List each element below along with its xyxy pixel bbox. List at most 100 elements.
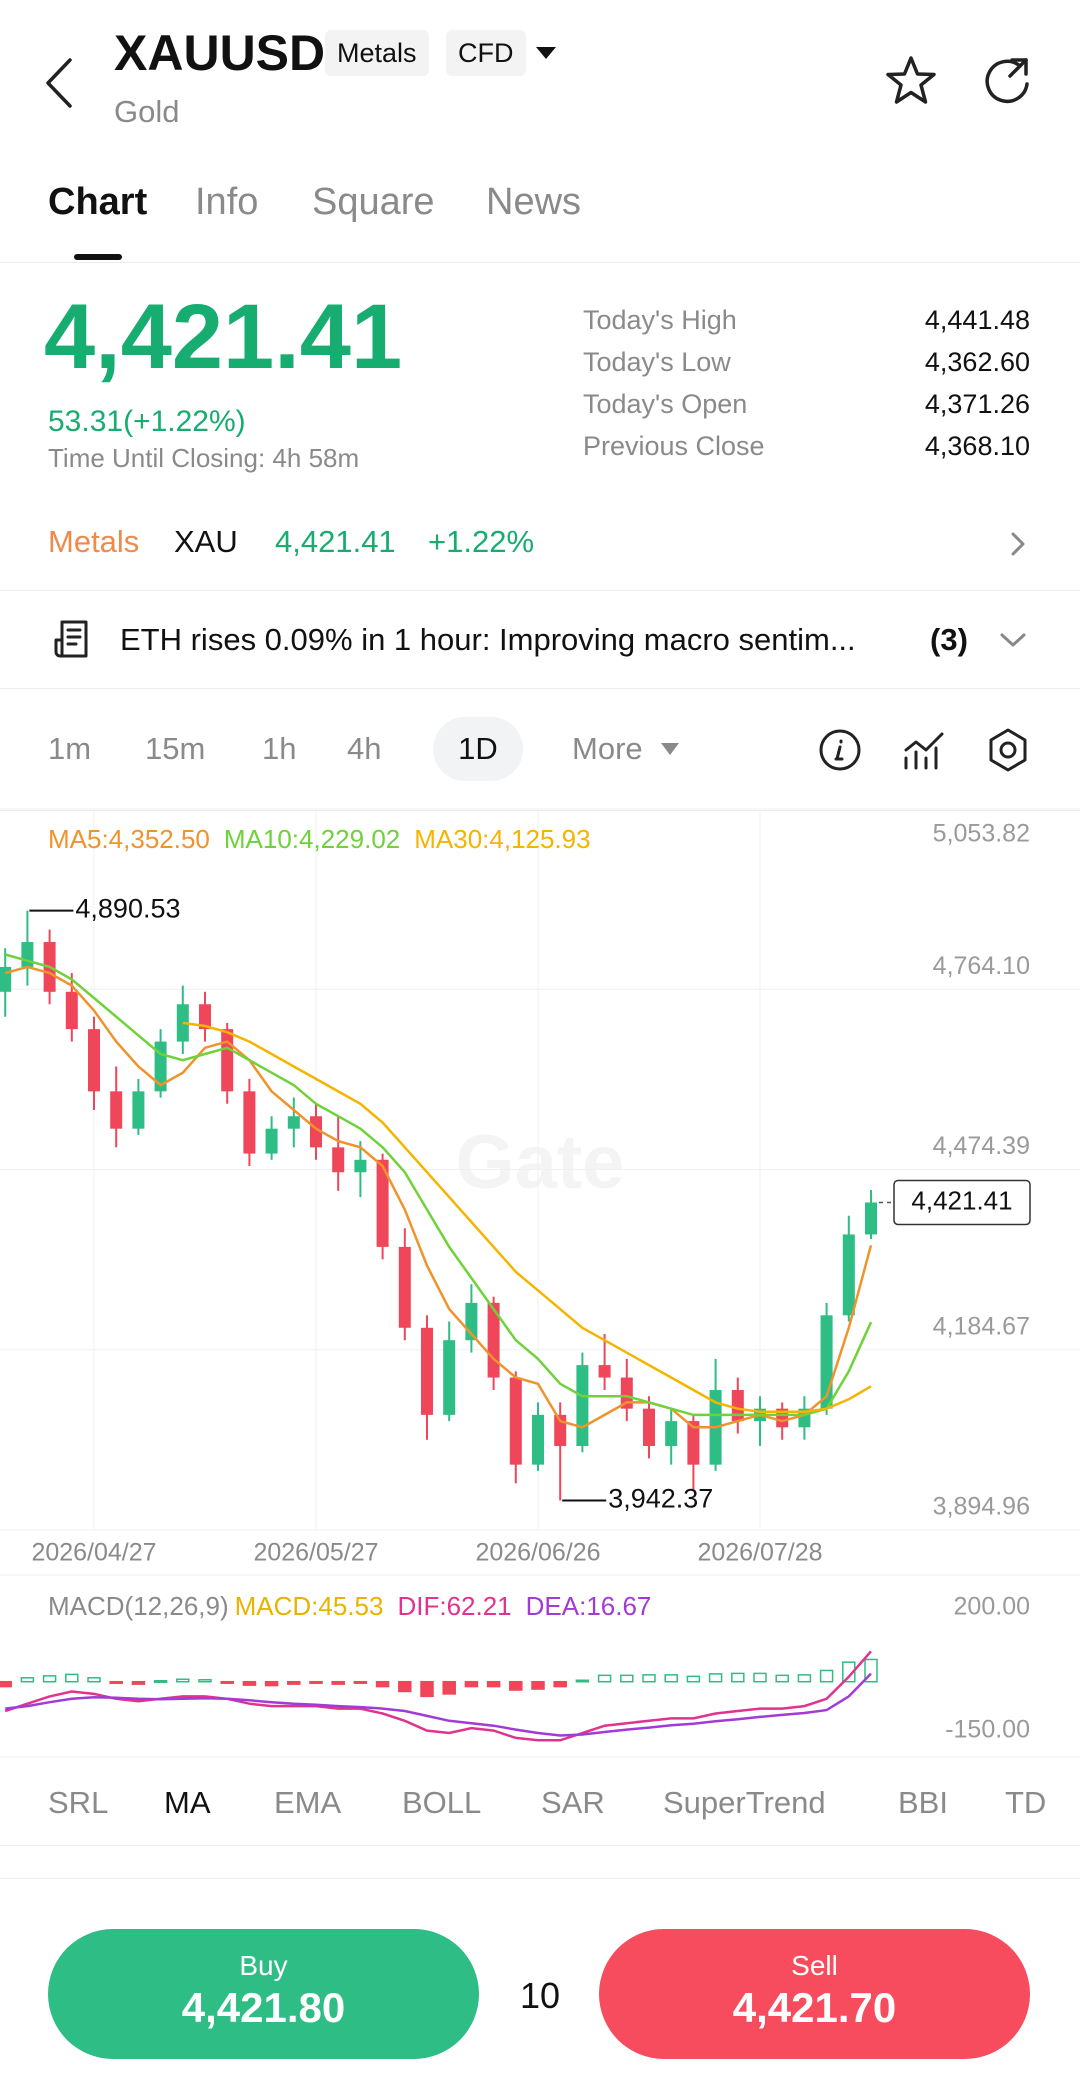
indicator-tab[interactable]: MA — [164, 1785, 211, 1820]
buy-price: 4,421.80 — [181, 1984, 346, 2031]
timeframe[interactable]: 1h — [262, 731, 297, 766]
y-tick-label: 5,053.82 — [933, 820, 1030, 848]
macd-bar — [464, 1680, 479, 1688]
indicator-tab[interactable]: TD — [1005, 1785, 1047, 1820]
favorite-button[interactable] — [884, 54, 938, 108]
sell-price: 4,421.70 — [732, 1984, 897, 2031]
stat-value: 4,362.60 — [924, 347, 1030, 377]
related-category[interactable]: Metals — [48, 524, 140, 559]
asset-name: Gold — [114, 94, 180, 129]
indicator-tab[interactable]: SAR — [541, 1785, 605, 1820]
settings-button[interactable] — [986, 726, 1030, 774]
candle-body — [665, 1421, 678, 1446]
candle-body — [110, 1091, 123, 1129]
candle-body — [443, 1340, 456, 1415]
macd-bar — [153, 1679, 168, 1683]
divider — [0, 688, 1080, 689]
macd-line — [5, 1672, 872, 1737]
candle-body — [332, 1147, 345, 1173]
candle-body — [287, 1116, 300, 1129]
macd-bar — [708, 1673, 723, 1683]
y-tick-label: 3,894.96 — [933, 1493, 1030, 1521]
macd-bar — [109, 1680, 123, 1684]
stat-value: 4,441.48 — [924, 305, 1030, 335]
legend-entry: MA10:4,229.02 — [224, 824, 400, 854]
macd-bar — [87, 1677, 101, 1683]
candle-body — [65, 991, 78, 1030]
legend-entry: DIF:62.21 — [397, 1591, 511, 1621]
indicator-tab[interactable]: BBI — [898, 1785, 948, 1820]
related-asset[interactable]: XAU — [174, 524, 238, 559]
dropdown-icon[interactable] — [536, 45, 556, 61]
indicator-tab[interactable]: EMA — [274, 1785, 342, 1820]
macd-bar — [642, 1674, 656, 1683]
macd-bar — [842, 1661, 856, 1683]
macd-bar — [309, 1680, 323, 1684]
chevron-right[interactable] — [1008, 530, 1028, 558]
chevron-down[interactable] — [998, 630, 1028, 650]
y-tick-label: 4,184.67 — [933, 1312, 1030, 1340]
sell-button[interactable]: Sell 4,421.70 — [599, 1929, 1030, 2059]
timeframe[interactable]: 4h — [347, 731, 382, 766]
tab[interactable]: Chart — [48, 181, 148, 223]
y-tick-label: 200.00 — [954, 1593, 1030, 1621]
info-button[interactable] — [818, 728, 862, 772]
related-price: 4,421.41 — [275, 524, 396, 559]
tab[interactable]: Square — [312, 181, 435, 223]
macd-bar — [420, 1680, 434, 1698]
stat-value: 4,371.26 — [924, 389, 1030, 419]
candle-body — [487, 1302, 500, 1378]
closing-time: Time Until Closing: 4h 58m — [48, 443, 360, 473]
x-tick-label: 2026/04/27 — [31, 1539, 156, 1567]
indicator-tab[interactable]: SRL — [48, 1785, 109, 1820]
timeframe[interactable]: 1m — [48, 731, 92, 766]
buy-label: Buy — [239, 1950, 288, 1981]
indicator-button[interactable] — [902, 728, 946, 772]
macd-bar — [553, 1680, 567, 1688]
macd-bar — [686, 1675, 701, 1683]
timeframe[interactable]: 15m — [145, 731, 206, 766]
extreme-label: 4,890.53 — [75, 894, 180, 924]
last-price-label: 4,421.41 — [911, 1185, 1012, 1215]
stat-value: 4,368.10 — [924, 431, 1030, 461]
news-headline[interactable]: ETH rises 0.09% in 1 hour: Improving mac… — [120, 622, 856, 657]
candle-body — [865, 1202, 877, 1235]
refresh-button[interactable] — [980, 54, 1034, 108]
timeframe-selected[interactable]: 1D — [433, 717, 523, 781]
macd-bar — [575, 1679, 590, 1683]
candle-body — [221, 1029, 234, 1092]
macd-bar — [242, 1680, 257, 1686]
macd-line — [4, 1650, 872, 1742]
back-button[interactable] — [40, 55, 80, 111]
indicator-tab[interactable]: BOLL — [402, 1785, 482, 1820]
candle-body — [199, 1004, 211, 1030]
kline-chart: Gate 5,053.82 4,764.10 4,474.39 4,184.67 3,89… — [0, 808, 1080, 1758]
indicator-tab[interactable]: SuperTrend — [663, 1785, 826, 1820]
candle-body — [776, 1408, 789, 1428]
candle-body — [576, 1365, 589, 1446]
y-tick-label: 4,764.10 — [933, 952, 1030, 980]
tab[interactable]: News — [486, 181, 582, 223]
timeframe-more[interactable]: More — [572, 731, 643, 766]
candle-body — [509, 1377, 522, 1465]
candle-body — [132, 1091, 145, 1129]
x-tick-label: 2026/06/26 — [475, 1539, 600, 1567]
quantity[interactable]: 10 — [519, 1975, 561, 2016]
candle-body — [376, 1159, 389, 1247]
macd-bar — [797, 1674, 812, 1683]
macd-bar — [331, 1680, 345, 1685]
buy-button[interactable]: Buy 4,421.80 — [48, 1929, 479, 2059]
indicator-title: MACD(12,26,9) — [48, 1591, 229, 1621]
last-price: 4,421.41 — [44, 286, 403, 388]
tag: CFD — [446, 30, 526, 76]
y-tick-label: -150.00 — [945, 1716, 1030, 1744]
stat-label: Today's Low — [583, 347, 731, 377]
macd-bar — [42, 1675, 57, 1683]
candle-body — [842, 1234, 855, 1316]
divider — [0, 590, 1080, 591]
macd-bar — [486, 1680, 501, 1688]
tab[interactable]: Info — [195, 181, 259, 223]
legend-entry: MA30:4,125.93 — [414, 824, 590, 854]
dropdown-icon[interactable] — [661, 742, 679, 756]
candle-body — [88, 1029, 100, 1092]
